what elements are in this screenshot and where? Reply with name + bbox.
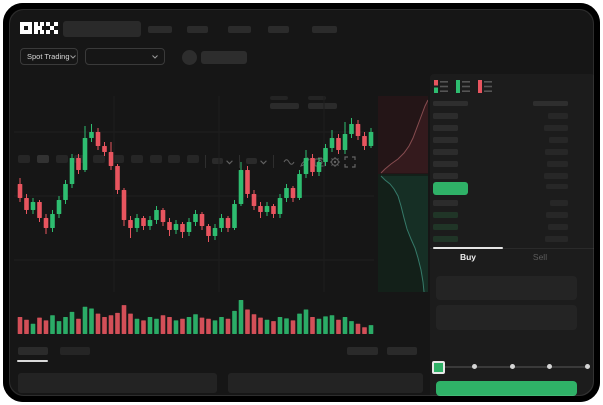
search-input[interactable] <box>63 21 141 37</box>
bid-row-price[interactable] <box>433 224 458 230</box>
trade-tabs-divider <box>430 248 595 249</box>
ticker-stat-value <box>308 103 337 109</box>
book-asks-icon[interactable] <box>478 80 493 93</box>
ask-row-amount <box>544 125 568 131</box>
toolbar-divider <box>205 155 206 168</box>
bid-row-price[interactable] <box>433 236 458 242</box>
orders-tab-active[interactable] <box>18 347 48 355</box>
open-orders-panel <box>18 373 217 393</box>
interval-button[interactable] <box>18 155 30 163</box>
toolbar-divider <box>273 155 274 168</box>
interval-button[interactable] <box>112 155 124 163</box>
buy-tab-indicator <box>433 247 503 249</box>
ask-row-price[interactable] <box>433 113 458 119</box>
pair-name-placeholder[interactable] <box>201 51 247 64</box>
ask-row-amount <box>547 161 568 167</box>
last-price-amount <box>546 184 568 189</box>
overlay-button[interactable] <box>246 158 257 164</box>
interval-button[interactable] <box>168 155 181 163</box>
top-nav <box>0 0 603 44</box>
interval-button[interactable] <box>55 155 68 163</box>
interval-button[interactable] <box>187 155 200 163</box>
ask-row-price[interactable] <box>433 125 458 131</box>
candlestick-chart[interactable] <box>14 96 428 338</box>
bid-row-amount <box>548 224 568 230</box>
bid-row-amount <box>545 236 568 242</box>
chevron-down-icon[interactable] <box>226 160 233 165</box>
slider-handle[interactable] <box>432 361 445 374</box>
nav-item[interactable] <box>228 26 251 33</box>
price-input[interactable] <box>436 276 577 300</box>
slider-stop[interactable] <box>584 364 590 369</box>
wave-icon[interactable] <box>283 156 295 168</box>
toolbar-divider <box>239 155 240 168</box>
amount-input[interactable] <box>436 305 577 330</box>
slider-stop[interactable] <box>547 364 552 369</box>
book-combined-icon[interactable] <box>434 80 449 93</box>
fullscreen-icon[interactable] <box>344 156 356 168</box>
interval-button[interactable] <box>93 155 106 163</box>
book-bids-icon[interactable] <box>456 80 471 93</box>
ask-row-amount <box>545 149 568 155</box>
ask-row-amount <box>549 137 568 143</box>
history-chip[interactable] <box>347 347 378 355</box>
tab-sell[interactable]: Sell <box>532 252 548 262</box>
coin-avatar <box>182 50 197 65</box>
nav-item[interactable] <box>268 26 289 33</box>
market-mode-label: Spot Trading <box>27 52 70 61</box>
nav-item[interactable] <box>312 26 337 33</box>
orders-tab[interactable] <box>60 347 90 355</box>
ask-row-price[interactable] <box>433 149 458 155</box>
ticker-stat-value <box>270 103 299 109</box>
ask-row-price[interactable] <box>433 173 458 179</box>
chevron-down-icon <box>152 54 158 59</box>
active-tab-underline <box>17 360 48 362</box>
okx-logo[interactable] <box>20 21 58 35</box>
chevron-down-icon[interactable] <box>260 160 267 165</box>
buy-button[interactable] <box>436 381 577 396</box>
last-price-badge[interactable] <box>433 182 468 195</box>
interval-button[interactable] <box>36 155 49 163</box>
pair-select[interactable] <box>85 48 165 65</box>
indicator-ma-button[interactable] <box>212 158 223 164</box>
orderbook-header-amount <box>533 101 568 106</box>
sub-header: Spot Trading <box>0 44 603 109</box>
ticker-stat-label <box>270 96 288 100</box>
tab-buy[interactable]: Buy <box>459 252 477 262</box>
chart-toolbar <box>0 74 430 168</box>
ask-row-price[interactable] <box>433 137 458 143</box>
ask-row-amount <box>544 173 568 179</box>
bid-row-amount <box>550 200 568 206</box>
history-chip[interactable] <box>387 347 417 355</box>
settings-gear-icon[interactable] <box>329 156 341 168</box>
orderbook-header-price <box>433 101 468 106</box>
bottom-tabs <box>0 340 430 370</box>
interval-button[interactable] <box>149 155 162 163</box>
orderbook-view-icons <box>434 80 504 94</box>
slider-stop[interactable] <box>509 364 515 369</box>
interval-button[interactable] <box>130 155 143 163</box>
ask-row-amount <box>548 113 568 119</box>
ask-row-price[interactable] <box>433 161 458 167</box>
bid-row-amount <box>546 212 568 218</box>
chevron-down-icon <box>69 54 76 59</box>
bid-row-price[interactable] <box>433 200 458 206</box>
market-mode-button[interactable]: Spot Trading <box>20 48 78 65</box>
slider-stop[interactable] <box>472 364 477 369</box>
nav-item[interactable] <box>148 26 172 33</box>
ticker-stat-label <box>308 96 326 100</box>
nav-item[interactable] <box>187 26 208 33</box>
order-history-panel <box>228 373 423 393</box>
bid-row-price[interactable] <box>433 212 458 218</box>
